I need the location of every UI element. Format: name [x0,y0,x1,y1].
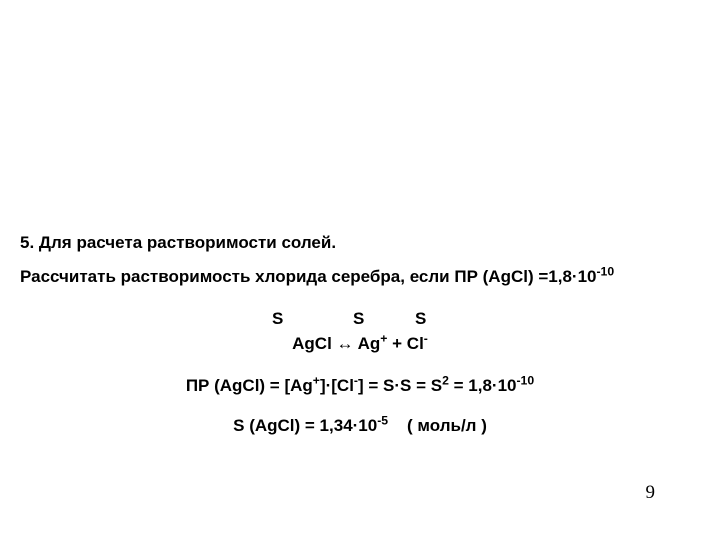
reaction-equation: AgCl ↔ Ag+ + Cl- [20,333,700,356]
s-label-2: S [353,308,364,331]
reaction-block: S S S AgCl ↔ Ag+ + Cl- [20,308,700,356]
reaction-lhs: AgCl ↔ Ag [292,334,380,353]
task-prefix: Рассчитать растворимость хлорида серебра… [20,267,596,286]
formula-ag-sup: + [313,373,320,387]
formula-sq-sup: 2 [442,373,449,387]
s-label-1: S [272,308,283,331]
s-labels-row: S S S [240,308,480,331]
task-exponent: -10 [596,264,614,278]
result-line: S (AgCl) = 1,34·10-5 ( моль/л ) [20,416,700,436]
formula-p4-exp: -10 [516,373,534,387]
reaction-plus: + Cl [387,334,423,353]
formula-p4-prefix: = 1,8·10 [449,376,517,395]
formula-p2: ]·[Cl [320,376,354,395]
content-block: 5. Для расчета растворимости солей. Расс… [20,232,700,436]
section-heading: 5. Для расчета растворимости солей. [20,232,700,254]
formula-p3: ] = S·S = S [358,376,442,395]
slide-page: 5. Для расчета растворимости солей. Расс… [0,0,720,540]
s-label-3: S [415,308,426,331]
task-text: Рассчитать растворимость хлорида серебра… [20,266,700,288]
formula-p1: ПР (AgCl) = [Ag [186,376,313,395]
result-exp: -5 [377,413,388,427]
result-units: ( моль/л ) [388,416,487,435]
result-prefix: S (AgCl) = 1,34·10 [233,416,377,435]
ksp-formula: ПР (AgCl) = [Ag+]·[Cl-] = S·S = S2 = 1,8… [20,376,700,396]
page-number: 9 [646,482,656,504]
cl-charge: - [424,331,428,345]
